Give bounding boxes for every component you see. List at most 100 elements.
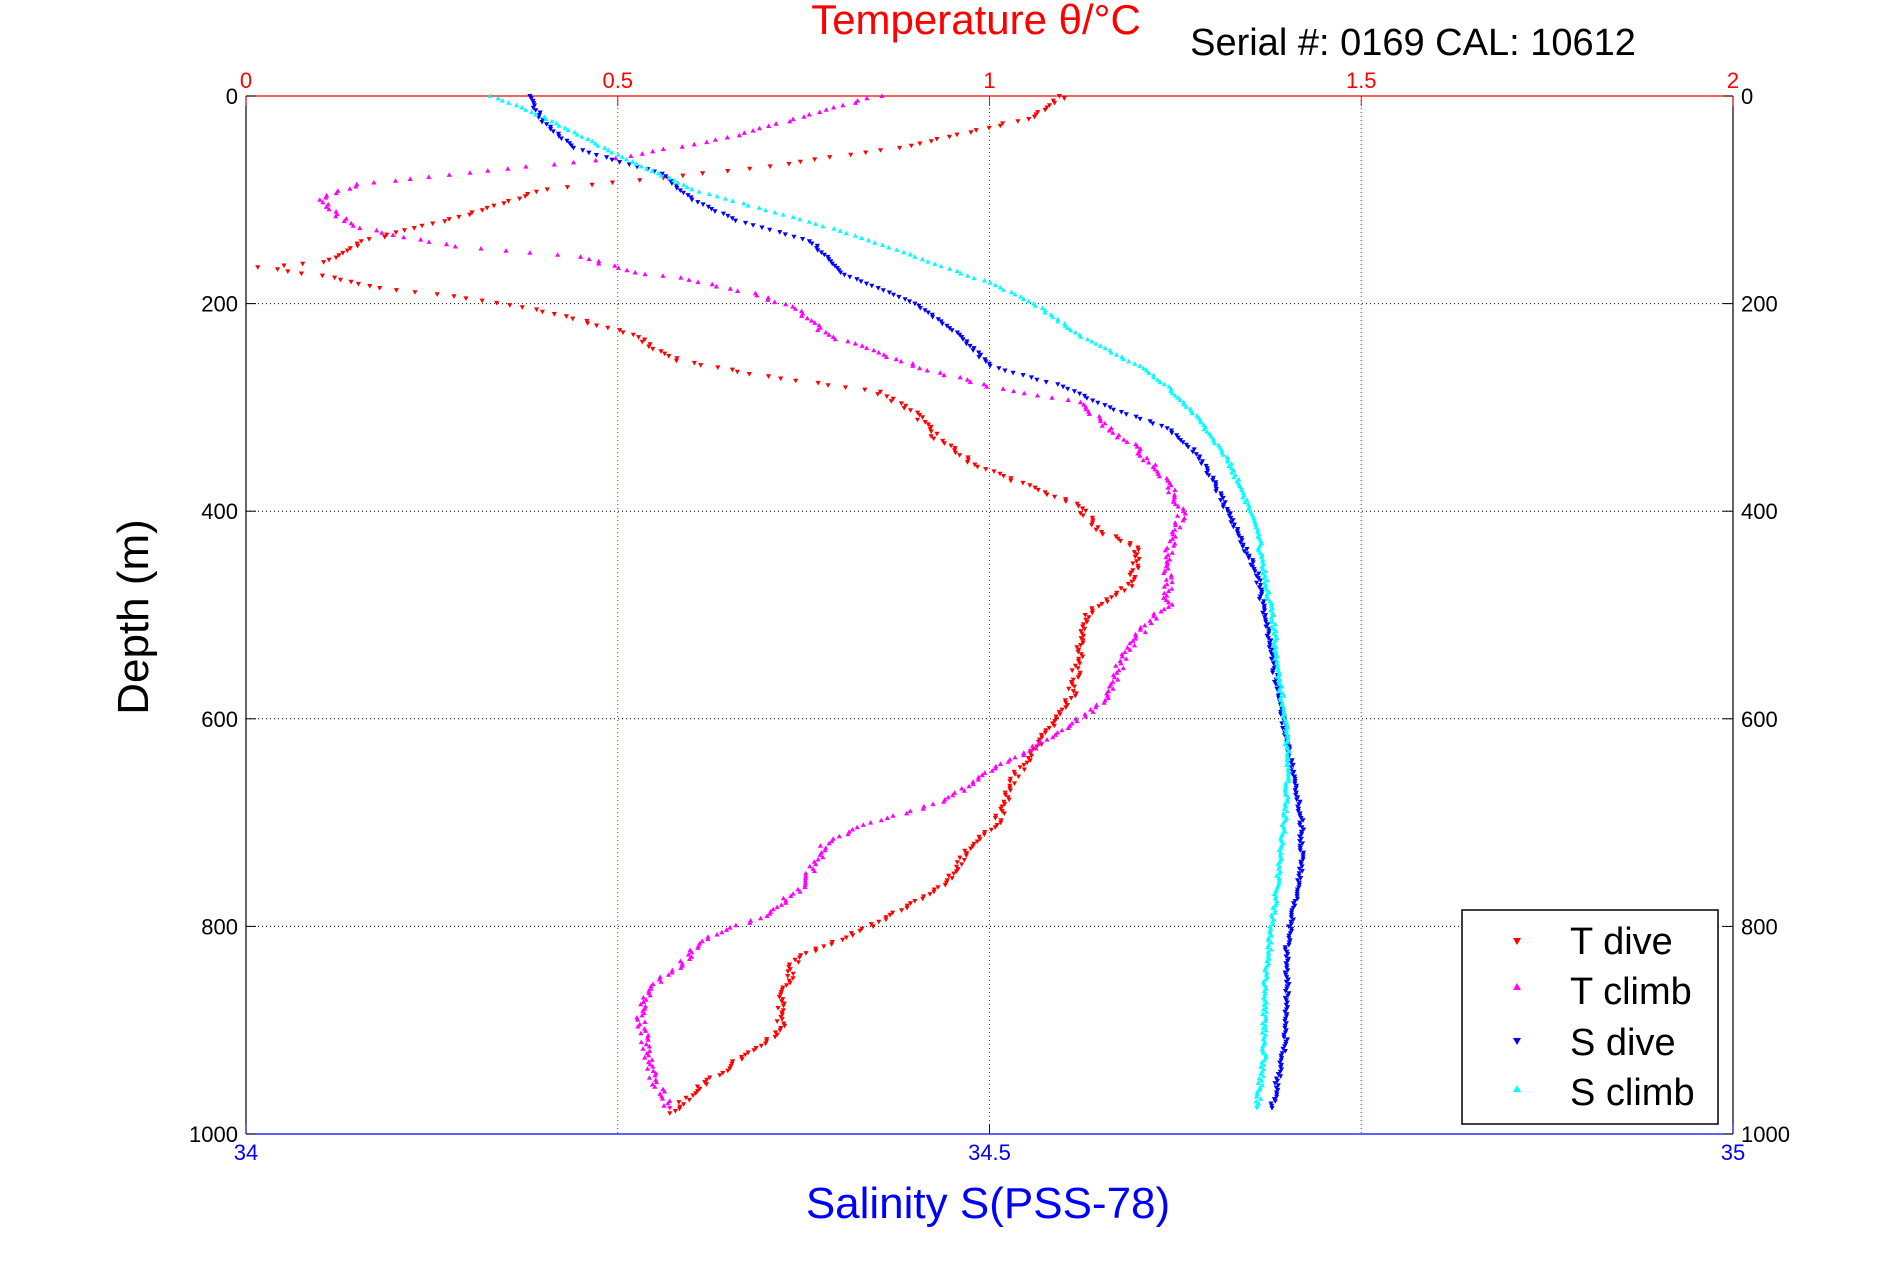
data-point [1262,983,1269,989]
depth-tick-label-right: 600 [1741,707,1778,732]
data-point [494,300,500,306]
data-point [696,189,702,194]
legend-marker-s-dive [1513,1038,1521,1045]
data-point [589,182,595,188]
data-point [1263,1016,1269,1021]
data-point [1272,1081,1278,1086]
data-point [1282,741,1288,747]
data-point [585,136,591,141]
data-point [529,109,535,115]
data-point [1204,429,1210,434]
data-point [1035,487,1041,493]
data-point [638,163,644,169]
data-point [1143,367,1150,373]
data-point [1050,734,1056,740]
data-point [1172,520,1178,525]
data-point [1113,352,1120,357]
data-point [1034,377,1040,383]
data-point [1110,686,1116,691]
data-point [1259,1020,1266,1026]
data-point [1034,392,1041,398]
data-point [671,177,677,183]
data-point [1121,588,1128,594]
data-point [1284,975,1290,980]
data-point [1097,343,1103,348]
data-point [676,1106,683,1112]
data-point [1052,732,1058,737]
data-point [680,190,686,196]
data-point [1159,423,1165,429]
data-point [884,815,890,820]
data-point [323,195,329,200]
data-point [927,892,933,897]
data-point [795,960,801,965]
data-point [832,336,838,342]
data-point [1281,806,1287,811]
data-point [1296,871,1302,876]
data-point [917,141,923,147]
data-point [746,372,752,377]
data-point [367,284,373,289]
data-point [770,906,776,912]
data-point [1282,829,1288,834]
data-point [1084,396,1090,401]
data-point [948,443,954,449]
data-point [767,164,773,169]
data-point [935,317,941,322]
data-point [533,189,539,195]
data-point [344,248,350,254]
data-point [646,1075,653,1080]
data-point [954,268,960,273]
data-point [605,325,611,331]
data-point [1011,781,1018,786]
data-point [642,271,648,277]
data-point [1078,334,1084,339]
data-point [662,351,668,357]
data-point [628,153,634,158]
data-point [1272,621,1278,627]
data-point [281,263,287,269]
data-point [1167,556,1173,562]
data-point [1102,345,1108,351]
data-point [764,913,770,918]
data-point [686,277,692,282]
data-point [485,168,491,173]
data-point [998,820,1004,826]
data-point [1020,480,1026,486]
data-point [1225,456,1231,462]
data-point [1278,833,1284,839]
data-point [1012,291,1018,297]
data-point [959,785,965,791]
data-point [928,139,934,144]
data-point [333,213,339,219]
data-point [799,313,805,318]
data-point [1276,877,1282,883]
data-point [1268,946,1274,952]
data-point [747,920,753,925]
data-point [964,377,971,382]
legend-label-s-climb: S climb [1570,1072,1695,1114]
data-point [693,1091,699,1096]
data-point [580,148,586,153]
data-point [1088,707,1094,712]
data-point [784,983,790,988]
data-point [1108,595,1115,600]
data-point [783,900,789,905]
data-point [1021,390,1027,396]
data-point [1118,586,1124,591]
data-point [669,181,675,186]
data-point [551,161,557,167]
data-point [1255,1080,1261,1085]
data-point [954,860,960,865]
data-point [988,827,994,833]
depth-tick-label-right: 800 [1741,914,1778,939]
data-point [605,147,611,153]
data-point [530,98,536,104]
data-point [1206,473,1212,478]
data-point [817,852,823,857]
data-point [1090,709,1096,714]
data-point [1198,461,1204,467]
data-point [782,1023,788,1029]
data-point [1282,1023,1288,1029]
data-point [1042,307,1048,313]
